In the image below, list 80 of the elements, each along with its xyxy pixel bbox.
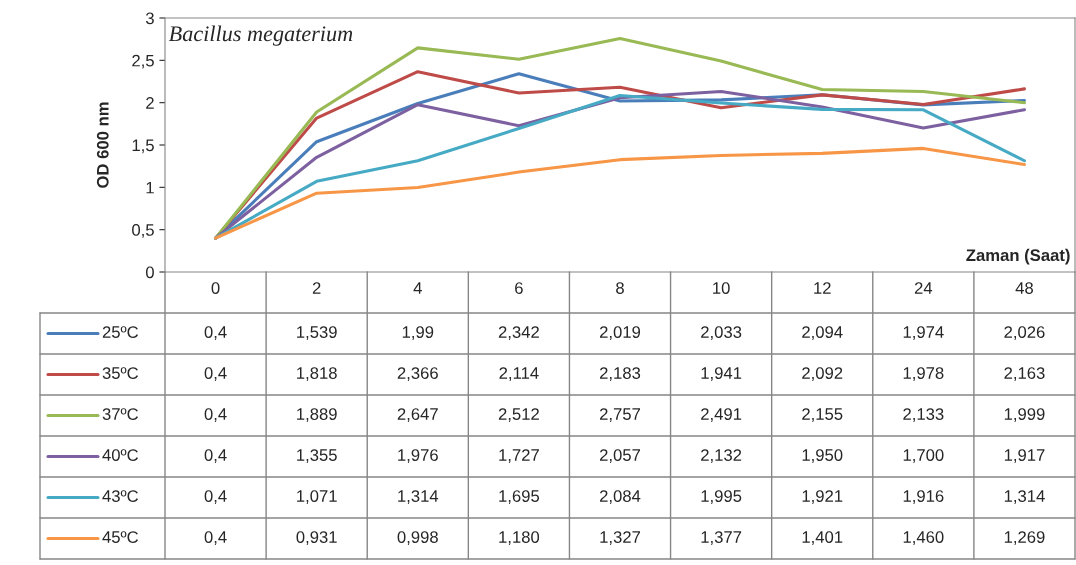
data-label: 1,269 bbox=[1004, 531, 1045, 545]
data-label: 1,995 bbox=[701, 490, 742, 504]
legend-label: 35ºC bbox=[102, 367, 139, 379]
data-label: 1,917 bbox=[1004, 449, 1045, 463]
y-axis-title: OD 600 nm bbox=[96, 102, 109, 188]
data-label: 1,978 bbox=[903, 367, 944, 381]
data-label: 0,4 bbox=[204, 326, 227, 340]
data-label: 1,071 bbox=[297, 490, 337, 504]
x-tick-label: 24 bbox=[914, 282, 933, 294]
data-label: 1,180 bbox=[499, 531, 540, 545]
data-label: 0,4 bbox=[204, 367, 227, 381]
data-label: 0,4 bbox=[204, 531, 227, 545]
data-label: 2,342 bbox=[498, 326, 539, 340]
data-label: 1,818 bbox=[297, 367, 337, 381]
data-label: 2,491 bbox=[701, 408, 742, 422]
y-tick-label: 1,5 bbox=[132, 139, 154, 154]
y-tick-label: 1 bbox=[146, 181, 154, 194]
data-label: 1,314 bbox=[1004, 490, 1045, 504]
data-label: 1,950 bbox=[802, 449, 843, 463]
data-label: 2,132 bbox=[701, 449, 742, 463]
data-label: 2,163 bbox=[1004, 367, 1045, 381]
y-tick-label: 0 bbox=[145, 266, 154, 279]
data-label: 2,133 bbox=[903, 408, 944, 422]
data-label: 2,512 bbox=[498, 408, 539, 422]
data-label: 2,366 bbox=[397, 367, 438, 381]
data-label: 2,647 bbox=[397, 408, 438, 422]
data-label: 1,727 bbox=[499, 449, 539, 463]
data-label: 1,355 bbox=[297, 449, 337, 463]
data-label: 1,401 bbox=[802, 531, 843, 545]
data-label: 1,460 bbox=[903, 531, 944, 545]
y-tick-label: 3 bbox=[145, 12, 154, 25]
data-label: 1,700 bbox=[903, 449, 944, 463]
legend-label: 40ºC bbox=[102, 449, 139, 461]
line-series bbox=[214, 146, 1026, 240]
chart-title: Bacillus megaterium bbox=[168, 25, 353, 46]
data-label: 2,183 bbox=[599, 367, 641, 381]
data-label: 1,999 bbox=[1004, 408, 1045, 422]
y-tick-label: 2 bbox=[146, 97, 154, 109]
y-tick-label: 2,5 bbox=[132, 54, 154, 69]
x-tick-label: 8 bbox=[616, 282, 624, 294]
data-label: 1,377 bbox=[701, 531, 742, 545]
data-label: 2,026 bbox=[1004, 326, 1045, 340]
data-label: 1,695 bbox=[499, 490, 540, 504]
data-label: 2,092 bbox=[802, 367, 843, 381]
x-tick-label: 0 bbox=[211, 282, 220, 294]
x-tick-label: 10 bbox=[713, 282, 730, 294]
data-label: 0,931 bbox=[296, 531, 337, 545]
data-label: 1,889 bbox=[297, 408, 337, 422]
x-tick-label: 48 bbox=[1015, 282, 1033, 294]
data-label: 2,094 bbox=[802, 326, 843, 340]
x-tick-label: 6 bbox=[515, 282, 523, 294]
data-label: 2,155 bbox=[802, 408, 843, 422]
x-tick-label: 2 bbox=[312, 282, 321, 294]
data-label: 2,084 bbox=[599, 490, 641, 504]
legend-label: 25ºC bbox=[102, 326, 139, 338]
data-label: 1,539 bbox=[297, 326, 337, 340]
data-label: 2,019 bbox=[599, 326, 641, 340]
data-label: 1,916 bbox=[903, 490, 944, 504]
data-label: 1,921 bbox=[802, 490, 843, 504]
data-label: 1,941 bbox=[701, 367, 742, 381]
data-label: 2,757 bbox=[599, 408, 641, 422]
data-label: 2,033 bbox=[701, 326, 742, 340]
x-axis-title: Zaman (Saat) bbox=[966, 248, 1070, 265]
data-label: 1,99 bbox=[402, 326, 434, 340]
x-tick-label: 4 bbox=[413, 282, 422, 294]
data-label: 0,4 bbox=[204, 449, 227, 463]
legend-label: 43ºC bbox=[102, 490, 139, 502]
data-label: 0,998 bbox=[397, 531, 438, 545]
x-tick-label: 12 bbox=[814, 282, 831, 294]
data-label: 2,057 bbox=[599, 449, 641, 463]
data-label: 2,114 bbox=[499, 367, 539, 381]
legend-label: 37ºC bbox=[102, 408, 139, 420]
legend-label: 45ºC bbox=[102, 531, 139, 543]
data-label: 1,974 bbox=[903, 326, 944, 340]
data-label: 0,4 bbox=[204, 490, 227, 504]
y-tick-label: 0,5 bbox=[132, 224, 154, 238]
data-label: 0,4 bbox=[204, 408, 227, 422]
data-label: 1,327 bbox=[600, 531, 641, 545]
data-label: 1,314 bbox=[398, 490, 439, 504]
data-label: 1,976 bbox=[398, 449, 438, 463]
